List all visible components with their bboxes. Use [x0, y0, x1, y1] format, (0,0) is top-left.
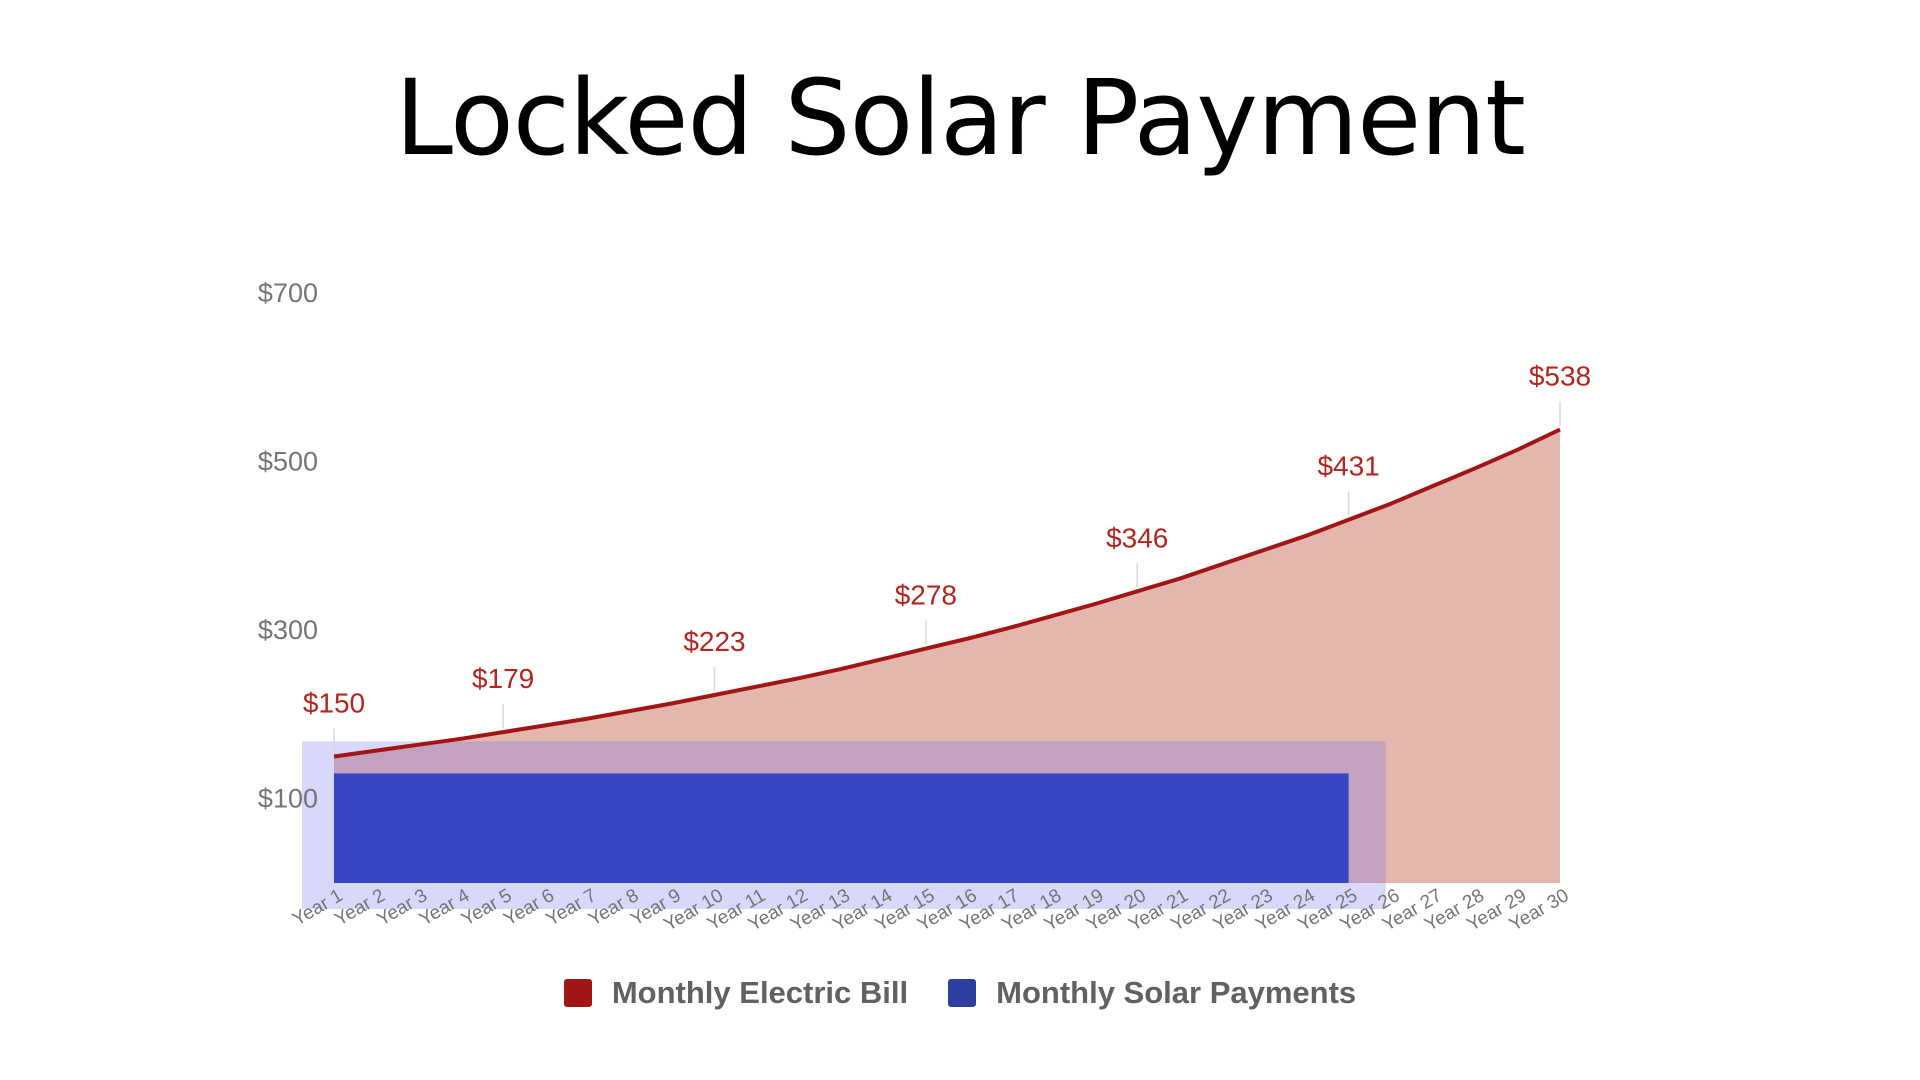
data-label: $346 [1106, 522, 1168, 553]
data-label: $150 [303, 688, 365, 719]
legend-item-solar-payments[interactable]: Monthly Solar Payments [948, 975, 1356, 1011]
legend-swatch-electric-bill [563, 979, 592, 1007]
electric-bill-area [334, 429, 1560, 883]
legend-label-solar-payments: Monthly Solar Payments [996, 975, 1357, 1010]
data-label: $223 [683, 626, 745, 657]
data-label: $179 [472, 663, 534, 694]
data-label: $538 [1529, 360, 1591, 391]
y-tick-label: $300 [258, 615, 318, 645]
data-label: $431 [1317, 451, 1379, 482]
chart-legend: Monthly Electric Bill Monthly Solar Paym… [0, 975, 1920, 1011]
legend-item-electric-bill[interactable]: Monthly Electric Bill [563, 975, 909, 1011]
y-tick-label: $100 [258, 784, 318, 814]
chart-title: Locked Solar Payment [395, 57, 1526, 179]
legend-swatch-solar-payments [948, 979, 977, 1007]
data-label: $278 [895, 580, 957, 611]
y-tick-label: $700 [258, 278, 318, 308]
solar-payment-bar [334, 773, 1349, 883]
y-tick-label: $500 [258, 447, 318, 477]
legend-label-electric-bill: Monthly Electric Bill [611, 975, 909, 1010]
electric-bill-line [333, 427, 1561, 759]
